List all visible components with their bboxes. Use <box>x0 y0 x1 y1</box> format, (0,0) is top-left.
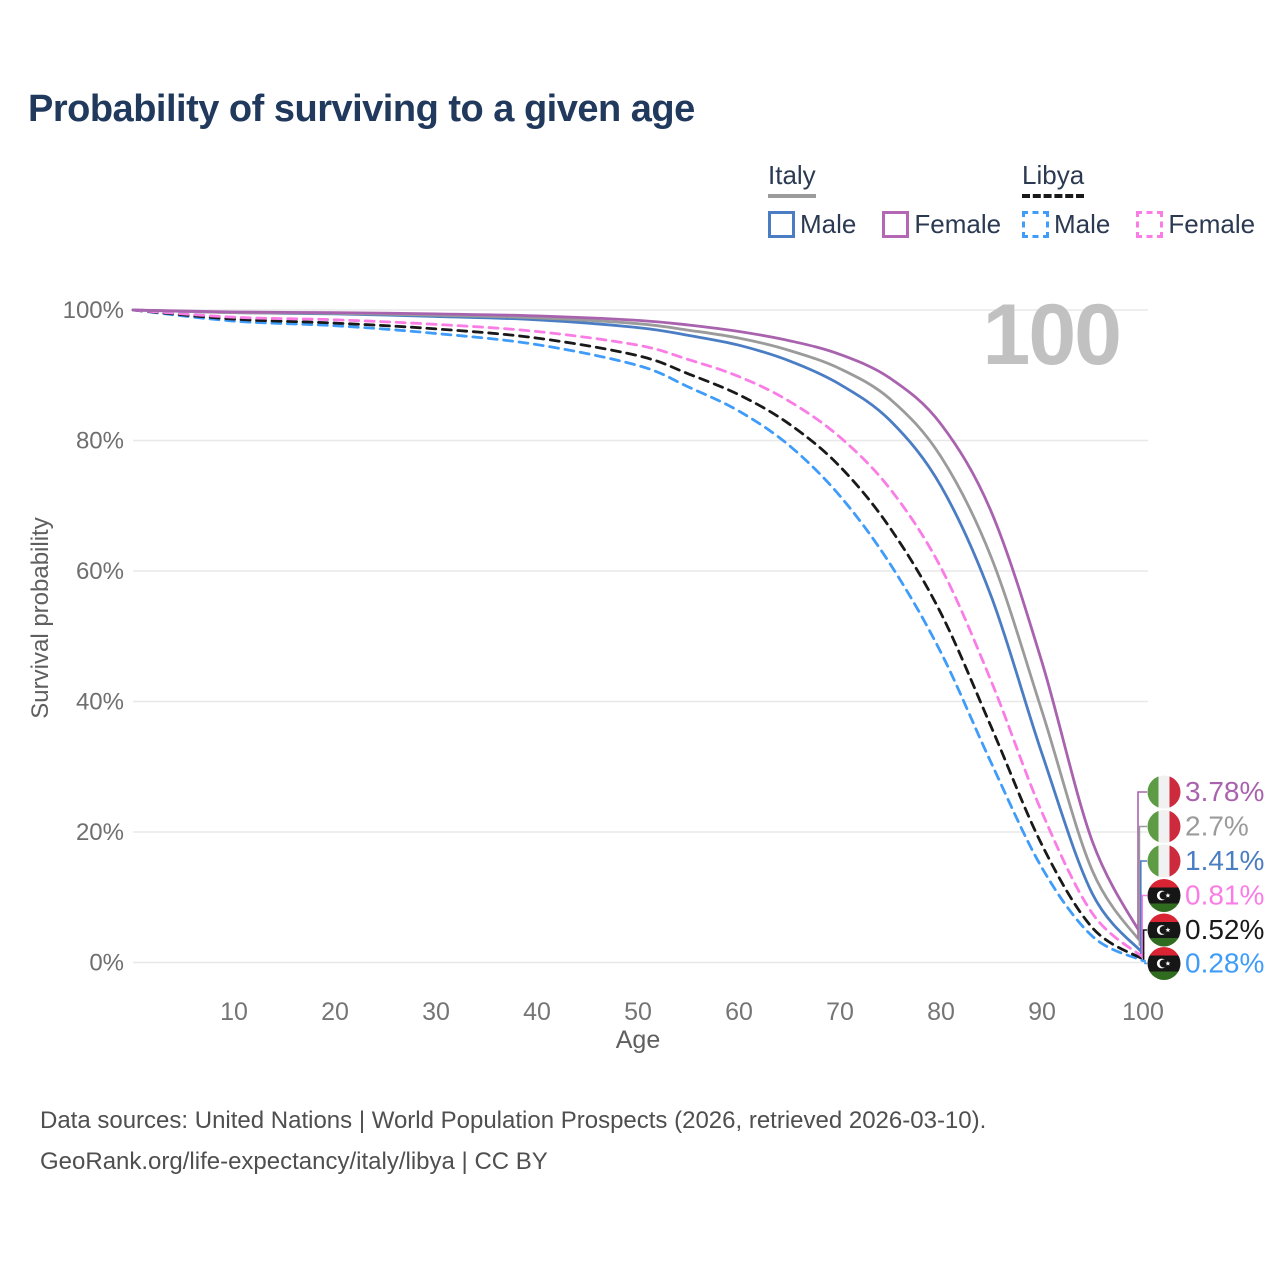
x-tick-label: 90 <box>1028 998 1056 1026</box>
y-axis-title: Survival probability <box>27 517 54 718</box>
curve-italy <box>131 308 1145 947</box>
x-tick-label: 100 <box>1122 998 1164 1026</box>
curve-italy-female <box>131 308 1145 940</box>
libya-male-line-swatch-icon <box>1022 211 1049 238</box>
page-title: Probability of surviving to a given age <box>28 88 695 130</box>
footer-attribution: GeoRank.org/life-expectancy/italy/libya … <box>40 1148 548 1175</box>
y-tick-label: 40% <box>76 689 124 716</box>
x-tick-label: 50 <box>624 998 652 1026</box>
y-tick-label: 0% <box>89 950 124 977</box>
legend-italy-female-label: Female <box>914 209 1002 239</box>
legend-items-libya: Male Female <box>1022 209 1255 240</box>
libya-flag-icon <box>1147 879 1181 912</box>
end-label-connector <box>1143 959 1147 965</box>
x-tick-label: 40 <box>523 998 551 1026</box>
end-label-connector <box>1141 894 1147 958</box>
y-tick-label: 20% <box>76 819 124 846</box>
legend-italy-female[interactable]: Female <box>882 209 1001 240</box>
legend-group-libya: Libya Male Female <box>1022 160 1255 240</box>
italy-female-line-swatch-icon <box>882 211 910 238</box>
legend-italy-male[interactable]: Male <box>768 209 856 240</box>
legend-italy-male-label: Male <box>800 209 857 239</box>
footer: Data sources: United Nations | World Pop… <box>40 1100 986 1182</box>
x-tick-label: 80 <box>927 998 955 1026</box>
legend-libya-female-label: Female <box>1168 209 1256 239</box>
end-label-connector <box>1142 929 1147 960</box>
footer-sources: Data sources: United Nations | World Pop… <box>40 1107 987 1134</box>
italy-flag-icon <box>1147 810 1181 843</box>
end-value-label: 2.7% <box>1185 811 1249 842</box>
curve-libya-female <box>131 308 1145 959</box>
legend-items-italy: Male Female <box>768 209 1001 240</box>
legend-libya-male[interactable]: Male <box>1022 209 1110 240</box>
end-value-label: 0.52% <box>1185 914 1264 945</box>
end-value-label: 0.28% <box>1185 948 1264 979</box>
x-tick-label: 10 <box>220 998 248 1026</box>
end-value-label: 1.41% <box>1185 845 1264 876</box>
libya-flag-icon <box>1147 913 1181 947</box>
legend-group-italy: Italy Male Female <box>768 160 1001 240</box>
end-value-label: 0.81% <box>1185 880 1264 911</box>
x-tick-label: 20 <box>321 998 349 1026</box>
libya-female-line-swatch-icon <box>1136 211 1164 238</box>
x-tick-label: 60 <box>725 998 753 1026</box>
y-tick-label: 80% <box>76 428 124 455</box>
italy-male-line-swatch-icon <box>768 211 795 238</box>
curve-libya-male <box>131 308 1145 963</box>
legend-italy-label[interactable]: Italy <box>768 160 816 198</box>
x-tick-label: 30 <box>422 998 450 1026</box>
libya-flag-icon <box>1147 947 1181 980</box>
y-tick-label: 100% <box>63 297 124 324</box>
x-axis-title: Age <box>616 1026 660 1054</box>
legend-libya-male-label: Male <box>1054 209 1111 239</box>
italy-flag-icon <box>1147 775 1181 809</box>
age-cursor-watermark: 100 <box>982 287 1122 383</box>
curve-libya <box>131 308 1145 961</box>
legend-libya-label[interactable]: Libya <box>1022 160 1085 198</box>
y-tick-label: 60% <box>76 558 124 585</box>
end-value-label: 3.78% <box>1185 776 1264 807</box>
x-tick-label: 70 <box>826 998 854 1026</box>
legend-libya-female[interactable]: Female <box>1136 209 1255 240</box>
italy-flag-icon <box>1147 844 1181 878</box>
curve-italy-male <box>131 308 1145 955</box>
